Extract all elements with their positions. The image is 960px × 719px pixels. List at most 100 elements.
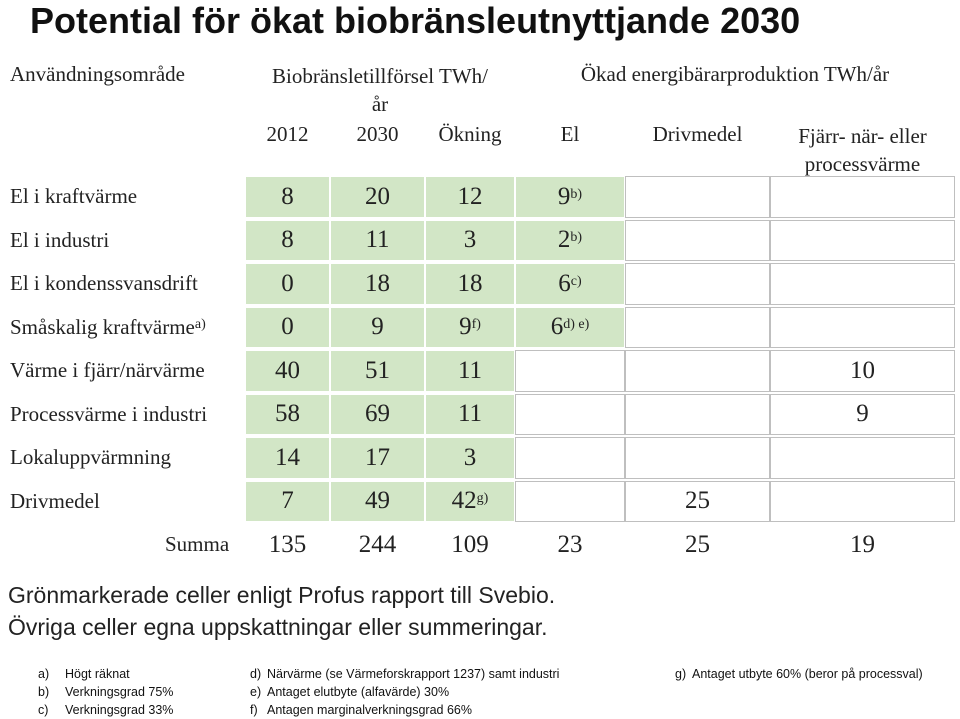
- cell-value: 135: [268, 530, 307, 558]
- table-cell: 0: [245, 306, 330, 348]
- remark: Övriga celler egna uppskattningar eller …: [8, 614, 548, 640]
- empty-cell: [770, 437, 955, 479]
- empty-cell: [770, 219, 955, 261]
- footnote-ref: a): [194, 317, 206, 333]
- cell-value: 9: [856, 400, 869, 428]
- footnote-text: Antagen marginalverkningsgrad 66%: [267, 703, 472, 717]
- footnote-key: b): [38, 685, 50, 699]
- empty-cell: [625, 350, 770, 392]
- cell-value: 11: [457, 356, 483, 384]
- table-cell: 18: [330, 263, 425, 305]
- row-label-text: El i kraftvärme: [10, 184, 138, 209]
- empty-cell: [625, 437, 770, 479]
- table-cell: 11: [425, 350, 515, 392]
- table-cell: 19: [770, 524, 955, 566]
- cell-value: 11: [365, 226, 390, 254]
- cell-value: 12: [457, 182, 483, 210]
- column-header: 2012: [266, 122, 309, 146]
- footnote-key: d): [250, 667, 262, 681]
- footnote-text: Verkningsgrad 75%: [65, 685, 174, 699]
- column-header: 2030: [356, 122, 399, 146]
- row-label-text: Drivmedel: [10, 488, 100, 513]
- empty-cell: [625, 219, 770, 261]
- cell-value: 6: [550, 313, 564, 341]
- empty-cell: [770, 306, 955, 348]
- column-header: Drivmedel: [652, 122, 743, 146]
- row-label-text: El i kondenssvansdrift: [10, 271, 198, 296]
- cell-value: 3: [463, 443, 477, 471]
- empty-cell: [625, 306, 770, 348]
- cell-value: 9: [371, 313, 384, 341]
- row-label-text: Lokaluppvärmning: [10, 445, 171, 470]
- row-label-text: Processvärme i industri: [10, 401, 208, 426]
- row-label: El i industri: [10, 219, 109, 263]
- table-cell: 17: [330, 437, 425, 479]
- cell-value: 244: [358, 530, 397, 558]
- row-label-text: Summa: [165, 532, 230, 557]
- cell-value: 25: [685, 530, 710, 558]
- empty-cell: [625, 263, 770, 305]
- empty-cell: [515, 350, 625, 392]
- production-header: Ökad energibärarproduktion TWh/år: [580, 62, 890, 86]
- cell-value: 19: [850, 530, 875, 558]
- table-cell: 23: [515, 524, 625, 566]
- cell-value: 20: [365, 182, 390, 210]
- empty-cell: [770, 480, 955, 522]
- cell-value: 42: [451, 487, 477, 515]
- footnote-text: Högt räknat: [65, 667, 130, 681]
- table-cell: 49: [330, 480, 425, 522]
- cell-value: 2: [557, 226, 571, 254]
- cell-value: 9: [557, 182, 571, 210]
- footnote-key: g): [675, 667, 687, 681]
- footnote-key: a): [38, 667, 50, 681]
- table-cell: 12: [425, 176, 515, 218]
- row-label: El i kondenssvansdrift: [10, 262, 198, 306]
- cell-value: 0: [281, 269, 294, 297]
- footnote-ref: f): [471, 317, 481, 333]
- footnote-ref: b): [570, 230, 583, 246]
- table-cell: 69: [330, 393, 425, 435]
- cell-value: 18: [365, 269, 390, 297]
- cell-value: 109: [451, 530, 489, 558]
- footnote-text: Antaget utbyte 60% (beror på processval): [692, 667, 923, 681]
- footnote-key: e): [250, 685, 262, 699]
- table-cell: 10: [770, 350, 955, 392]
- cell-value: 23: [557, 530, 583, 558]
- cell-value: 7: [281, 487, 294, 515]
- footnote-text: Antaget elutbyte (alfavärde) 30%: [267, 685, 450, 699]
- table-cell: 135: [245, 524, 330, 566]
- empty-cell: [625, 176, 770, 218]
- table-cell: 25: [625, 524, 770, 566]
- footnote-ref: b): [570, 186, 583, 202]
- table-cell: 0: [245, 263, 330, 305]
- footnote-ref: g): [476, 491, 489, 507]
- cell-value: 17: [365, 443, 390, 471]
- column-header: Fjärr- när- eller processvärme: [798, 124, 927, 176]
- empty-cell: [770, 176, 955, 218]
- cell-value: 8: [281, 226, 294, 254]
- row-label: Processvärme i industri: [10, 393, 207, 437]
- table-cell: 51: [330, 350, 425, 392]
- row-label-text: Småskalig kraftvärme: [10, 314, 195, 339]
- cell-value: 14: [275, 443, 300, 471]
- cell-value: 51: [365, 356, 390, 384]
- cell-value: 49: [365, 487, 390, 515]
- empty-cell: [625, 393, 770, 435]
- column-header: El: [560, 122, 580, 146]
- empty-cell: [515, 480, 625, 522]
- table-cell: 244: [330, 524, 425, 566]
- cell-value: 11: [457, 400, 483, 428]
- row-label: Summa: [165, 523, 229, 567]
- row-label: Värme i fjärr/närvärme: [10, 349, 205, 393]
- cell-value: 6: [558, 269, 571, 297]
- table-cell: 42 g): [425, 480, 515, 522]
- empty-cell: [515, 393, 625, 435]
- cell-value: 9: [459, 313, 472, 341]
- cell-value: 0: [281, 313, 294, 341]
- table-cell: 58: [245, 393, 330, 435]
- table-cell: 25: [625, 480, 770, 522]
- table-cell: 8: [245, 219, 330, 261]
- table-cell: 7: [245, 480, 330, 522]
- table-cell: 3: [425, 437, 515, 479]
